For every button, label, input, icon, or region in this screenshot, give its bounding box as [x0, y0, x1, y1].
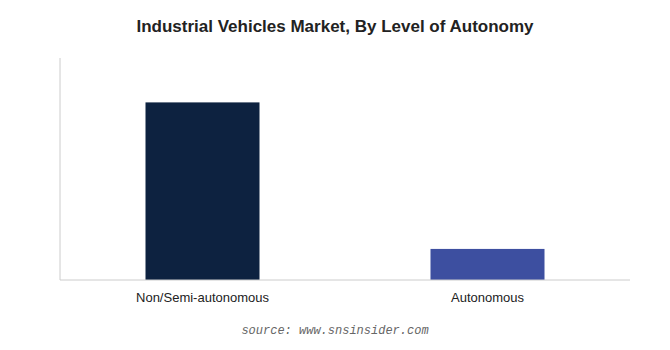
chart-container: Industrial Vehicles Market, By Level of … [0, 0, 670, 350]
bar [431, 249, 545, 280]
bars [146, 102, 545, 280]
category-label: Non/Semi-autonomous [136, 290, 269, 305]
y-axis-line [60, 58, 61, 280]
source-note: source: www.snsinsider.com [241, 324, 428, 338]
bar [146, 102, 260, 280]
title: Industrial Vehicles Market, By Level of … [136, 17, 534, 36]
chart-svg: Industrial Vehicles Market, By Level of … [0, 0, 670, 350]
x-axis-line [60, 280, 630, 281]
category-label: Autonomous [451, 290, 524, 305]
